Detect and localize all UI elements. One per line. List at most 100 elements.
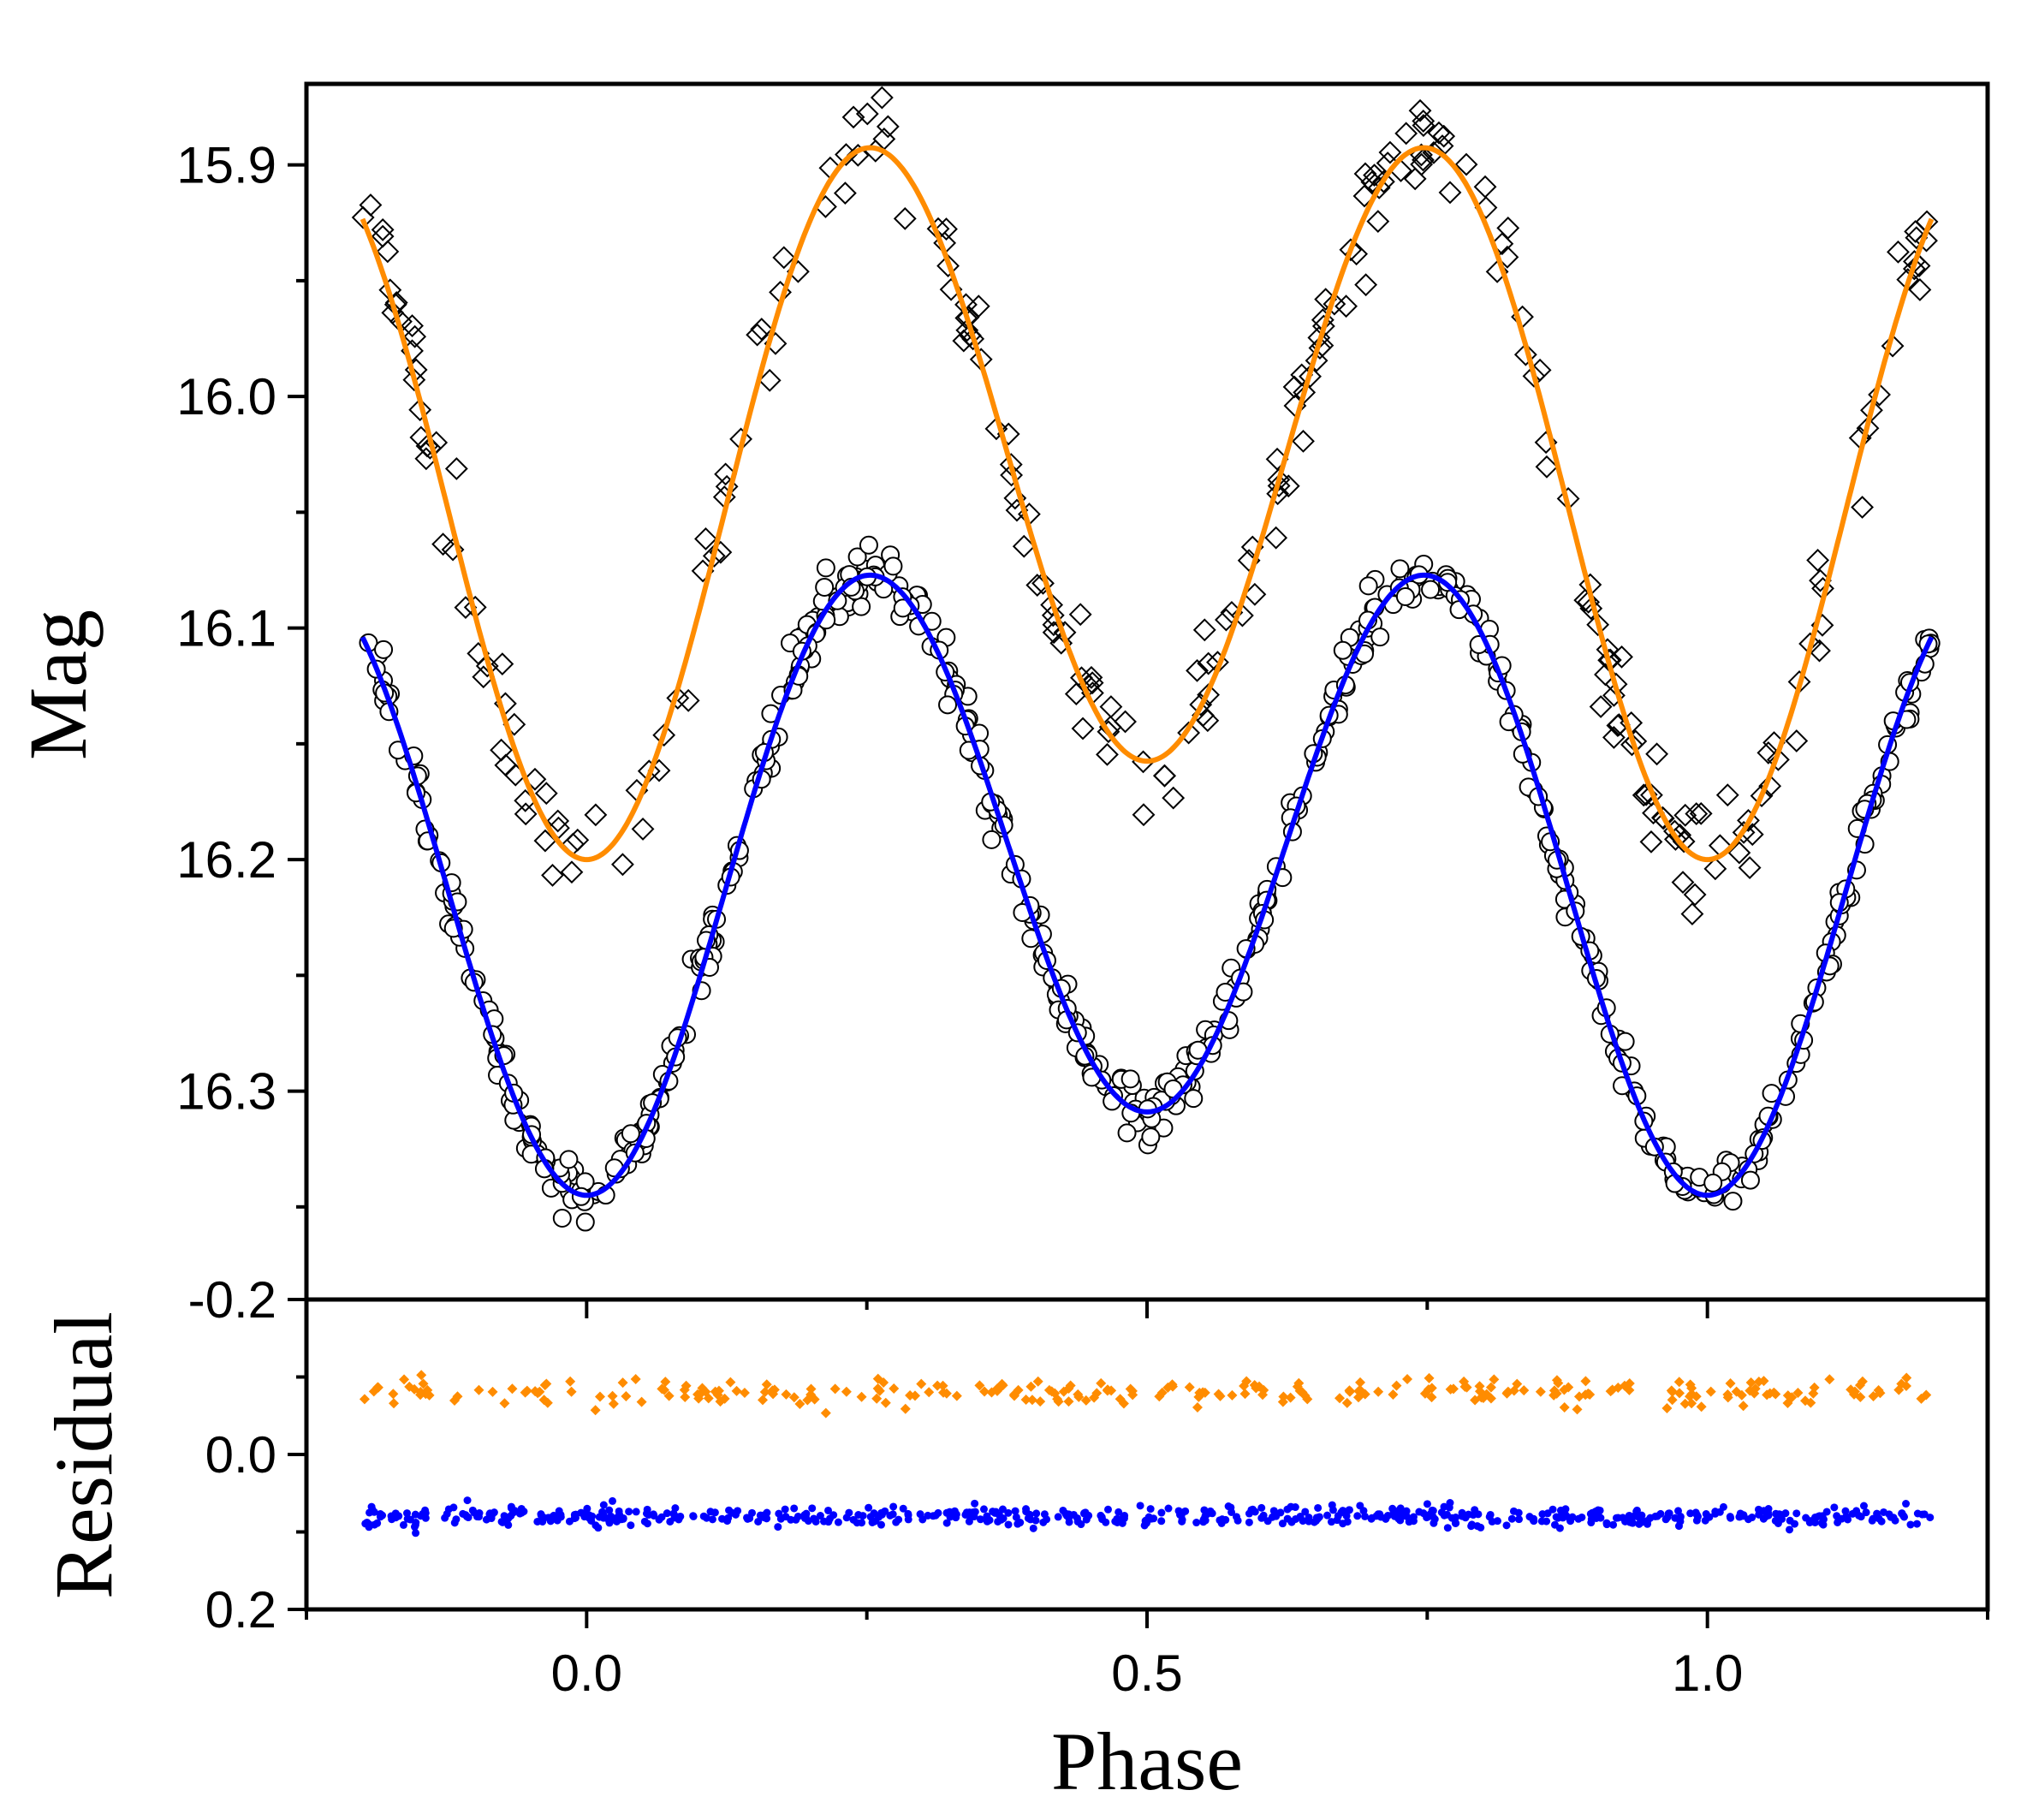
lower-band-residual-point (482, 1515, 490, 1524)
lower-band-residual-point (1488, 1517, 1496, 1526)
upper-band-residual-point (1258, 1384, 1269, 1395)
upper-band-residual-point (473, 1384, 484, 1395)
axis-titles: Phase Mag Residual (12, 610, 1243, 1807)
lower-band-residual-point (1259, 1511, 1268, 1520)
upper-band-residual-point (1805, 1397, 1816, 1408)
upper-band-data-point (750, 318, 774, 341)
lower-band-data-point (1740, 1170, 1760, 1190)
upper-band-data-point (1737, 808, 1760, 832)
upper-band-residual-point (1559, 1401, 1570, 1413)
upper-band-residual-point (1239, 1389, 1251, 1400)
upper-band-data-point (401, 314, 424, 337)
upper-band-data-point (1197, 683, 1221, 707)
upper-band-data-point (1000, 463, 1023, 487)
lower-band-residual-point (1906, 1520, 1915, 1529)
upper-band-data-point (1394, 122, 1418, 146)
lower-band-residual-point (1157, 1508, 1166, 1517)
upper-band-residual-point (1583, 1388, 1594, 1399)
upper-band-residual-point (418, 1378, 429, 1389)
upper-band-data-point (1162, 786, 1186, 810)
upper-band-residual-point (1096, 1377, 1107, 1389)
upper-band-residual-point (1192, 1401, 1203, 1413)
upper-band-data-point (1586, 613, 1610, 637)
upper-band-residual-point (788, 1392, 799, 1403)
lower-band-residual-point (942, 1508, 951, 1517)
lower-band-residual-point (808, 1504, 817, 1513)
upper-band-data-point (490, 738, 514, 762)
lower-band-residual-point (895, 1515, 903, 1524)
upper-band-data-point (1408, 98, 1432, 122)
upper-band-residual-point (507, 1383, 518, 1395)
upper-band-residual-point (880, 1397, 891, 1408)
upper-band-data-point (1577, 590, 1601, 614)
upper-band-residual-point (1227, 1389, 1238, 1401)
upper-band-residual-point (1485, 1393, 1496, 1404)
upper-band-residual-point (1848, 1389, 1859, 1400)
upper-band-data-point (1403, 167, 1427, 191)
upper-band-residual-point (1355, 1377, 1366, 1388)
upper-band-residual-point (1154, 1391, 1165, 1402)
upper-band-residual-point (1025, 1381, 1037, 1392)
lower-band-residual-point (1471, 1506, 1479, 1514)
upper-band-data-point (1602, 683, 1626, 707)
lower-band-residual-point (365, 1523, 373, 1532)
upper-band-data-point (534, 782, 558, 806)
upper-band-data-point (1152, 764, 1176, 788)
upper-band-data-point (1099, 695, 1123, 718)
lower-band-residual-point (1012, 1513, 1020, 1521)
lower-band-residual-point (570, 1510, 579, 1519)
upper-band-residual-point (1058, 1386, 1069, 1397)
lower-band-residual-point (794, 1512, 802, 1520)
lower-band-residual-point (942, 1519, 951, 1527)
lower-band-residual-point (854, 1511, 863, 1520)
upper-band-residual-point (499, 1398, 510, 1409)
upper-band-residual-point (1402, 1374, 1413, 1385)
upper-band-residual-point (872, 1383, 883, 1395)
lower-band-residual-point (1429, 1507, 1437, 1515)
lower-band-residual-point (1423, 1514, 1431, 1522)
upper-band-residual-point (951, 1390, 962, 1401)
lower-band-residual-point (1423, 1500, 1431, 1508)
upper-band-residual-point (1489, 1374, 1500, 1385)
upper-band-data-point (1079, 665, 1103, 689)
mag-tick-label: 15.9 (176, 137, 276, 194)
upper-band-residual-point (630, 1373, 641, 1384)
lower-band-residual-point (1040, 1510, 1049, 1519)
lower-band-residual-point (1612, 1514, 1620, 1522)
lower-band-residual-point (845, 1508, 853, 1517)
lower-band-residual-point (1039, 1518, 1048, 1526)
upper-band-residual-point (1900, 1381, 1911, 1392)
lower-band-residual-point (998, 1505, 1007, 1514)
lower-band-residual-point (1311, 1517, 1320, 1526)
upper-band-data-point (966, 294, 990, 318)
lower-band-residual-point (1452, 1514, 1460, 1522)
lower-band-residual-point (1343, 1518, 1352, 1526)
upper-band-residual-point (900, 1403, 911, 1414)
upper-band-data-point (1412, 114, 1436, 137)
upper-band-residual-point (889, 1383, 900, 1395)
mag-axis-title: Mag (12, 610, 104, 760)
lower-band-residual-point (1011, 1507, 1019, 1515)
mag-tick-label: 16.2 (176, 831, 276, 889)
upper-band-data-point (841, 105, 865, 129)
upper-band-data-point (1334, 294, 1358, 318)
fit-curves-layer (360, 145, 1935, 1198)
upper-band-data-point (833, 181, 857, 205)
lower-band-residual-point (1054, 1513, 1062, 1521)
upper-band-residual-point (1423, 1384, 1434, 1395)
lower-band-residual-point (834, 1518, 842, 1526)
lower-band-residual-point (1032, 1509, 1041, 1518)
lower-band-residual-point (761, 1510, 770, 1519)
lower-band-residual-point (671, 1504, 680, 1513)
upper-band-residual-point (1770, 1389, 1781, 1400)
lower-band-residual-point (591, 1521, 600, 1530)
upper-band-residual-point (590, 1405, 601, 1416)
upper-band-data-point (1689, 801, 1713, 825)
upper-band-residual-point (1722, 1389, 1733, 1400)
upper-band-data-point (1189, 693, 1213, 717)
upper-band-residual-point (1674, 1388, 1685, 1399)
lower-band-residual-point (1147, 1514, 1156, 1523)
lower-band-residual-point (1268, 1513, 1276, 1521)
upper-band-data-point (1427, 121, 1451, 145)
upper-band-data-point (371, 224, 395, 248)
